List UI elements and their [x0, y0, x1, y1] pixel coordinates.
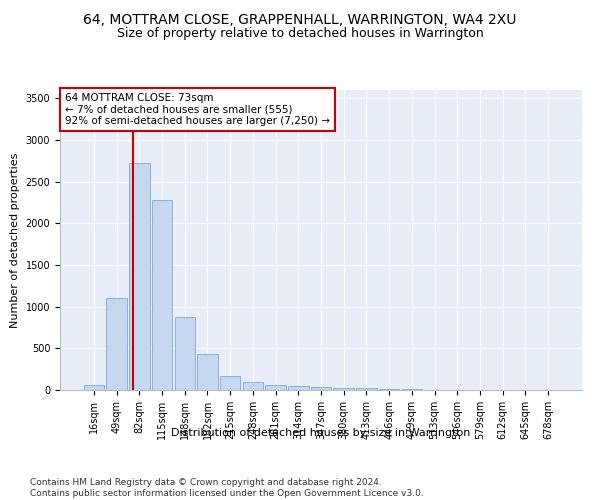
Bar — [265, 385, 286, 390]
Bar — [197, 354, 218, 390]
Bar — [84, 386, 104, 390]
Text: 64 MOTTRAM CLOSE: 73sqm
← 7% of detached houses are smaller (555)
92% of semi-de: 64 MOTTRAM CLOSE: 73sqm ← 7% of detached… — [65, 93, 330, 126]
Text: Size of property relative to detached houses in Warrington: Size of property relative to detached ho… — [116, 28, 484, 40]
Text: Distribution of detached houses by size in Warrington: Distribution of detached houses by size … — [172, 428, 470, 438]
Bar — [288, 386, 308, 390]
Bar — [311, 387, 331, 390]
Text: 64, MOTTRAM CLOSE, GRAPPENHALL, WARRINGTON, WA4 2XU: 64, MOTTRAM CLOSE, GRAPPENHALL, WARRINGT… — [83, 12, 517, 26]
Text: Contains HM Land Registry data © Crown copyright and database right 2024.
Contai: Contains HM Land Registry data © Crown c… — [30, 478, 424, 498]
Bar — [152, 200, 172, 390]
Bar — [379, 389, 400, 390]
Bar — [242, 382, 263, 390]
Bar — [129, 162, 149, 390]
Bar — [356, 388, 377, 390]
Bar — [175, 316, 195, 390]
Bar — [220, 376, 241, 390]
Y-axis label: Number of detached properties: Number of detached properties — [10, 152, 20, 328]
Bar — [106, 298, 127, 390]
Bar — [334, 388, 354, 390]
